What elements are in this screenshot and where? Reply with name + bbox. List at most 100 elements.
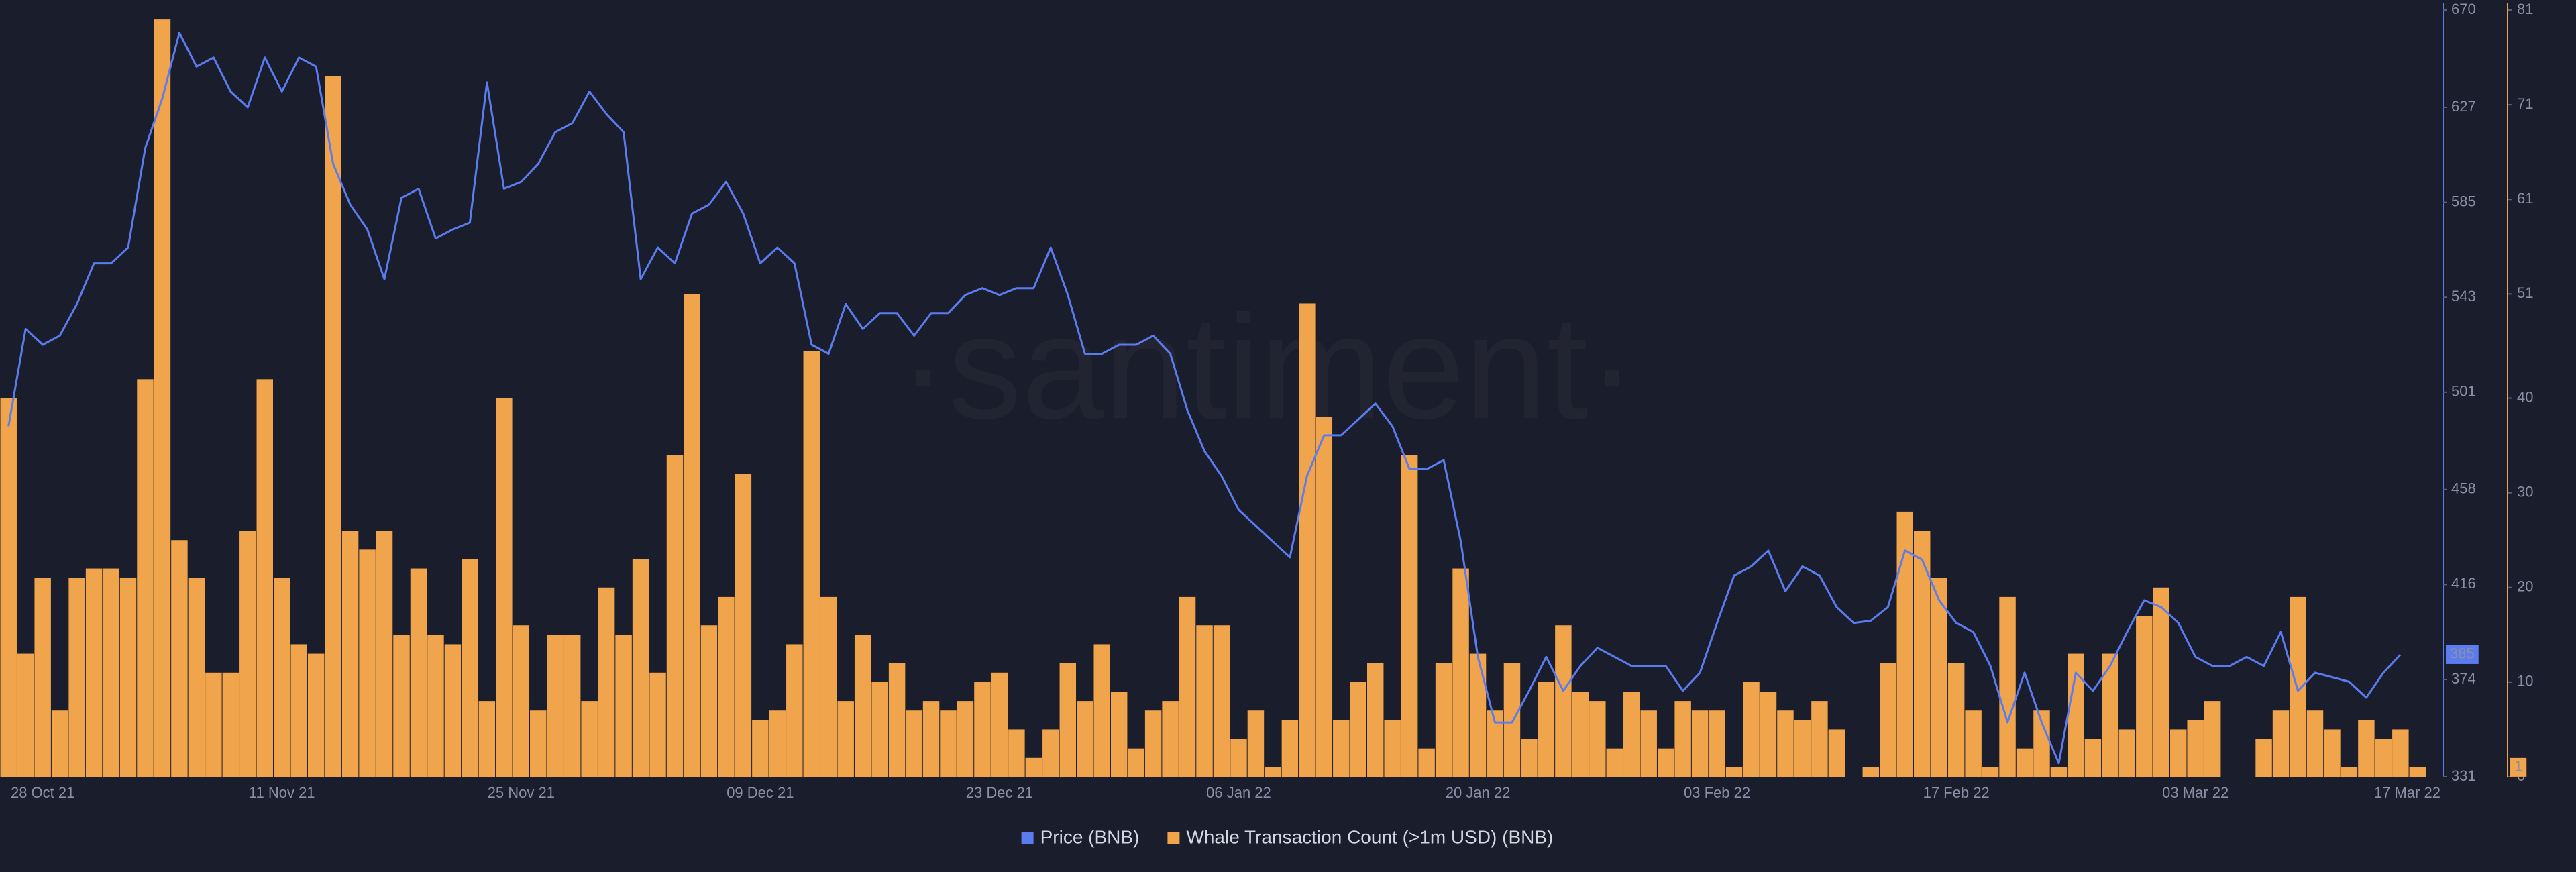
bar — [1691, 710, 1709, 777]
legend-label: Price (BNB) — [1040, 826, 1140, 847]
x-tick-label: 11 Nov 21 — [249, 784, 315, 801]
x-tick-label: 06 Jan 22 — [1206, 784, 1271, 801]
bar — [735, 474, 752, 777]
bar — [1743, 682, 1760, 777]
bar — [1366, 663, 1384, 777]
bar — [684, 294, 700, 777]
y-tick-label: 331 — [2451, 767, 2476, 784]
bar — [1965, 710, 1982, 777]
bar — [2306, 710, 2324, 777]
y2-tick-label: 81 — [2517, 1, 2533, 17]
x-tick-label: 03 Feb 22 — [1684, 784, 1750, 801]
bar — [171, 540, 188, 777]
bar — [496, 398, 513, 777]
bar — [1503, 663, 1521, 777]
bar — [1725, 767, 1743, 777]
bar — [718, 596, 735, 777]
bar — [1999, 596, 2016, 777]
bar — [188, 578, 205, 777]
y-tick-label: 585 — [2451, 193, 2476, 209]
bar — [325, 76, 341, 777]
y2-tick-label: 20 — [2517, 578, 2533, 595]
bar — [615, 635, 632, 777]
bar — [307, 653, 325, 777]
bar — [1794, 720, 1811, 777]
bar — [1401, 455, 1418, 777]
bar — [462, 559, 478, 777]
bar — [2050, 767, 2068, 777]
bar — [1828, 729, 1845, 777]
bar — [2204, 701, 2221, 777]
bar — [2409, 767, 2426, 777]
bar — [376, 531, 393, 777]
bar — [2341, 767, 2358, 777]
y-tick-label: 416 — [2451, 575, 2476, 592]
bar — [700, 625, 718, 777]
bar — [1144, 710, 1162, 777]
bar — [34, 578, 51, 777]
bar — [2272, 710, 2290, 777]
bar — [2358, 720, 2375, 777]
bar — [752, 720, 769, 777]
bar — [2170, 729, 2187, 777]
bar — [871, 682, 888, 777]
bar — [119, 578, 137, 777]
bar — [2290, 596, 2306, 777]
bar — [85, 568, 103, 777]
bar — [1333, 720, 1350, 777]
bar — [393, 635, 410, 777]
bar — [1265, 767, 1281, 777]
bar — [103, 568, 119, 777]
bar — [547, 635, 564, 777]
bar — [1896, 511, 1913, 777]
bar — [2118, 729, 2136, 777]
bar — [1572, 692, 1589, 777]
bar — [769, 710, 786, 777]
bar — [1862, 767, 1880, 777]
x-tick-label: 23 Dec 21 — [966, 784, 1033, 801]
bar — [1640, 710, 1657, 777]
bar — [922, 701, 940, 777]
bar — [564, 635, 581, 777]
x-tick-label: 20 Jan 22 — [1446, 784, 1511, 801]
bar — [1606, 748, 1623, 777]
bar — [513, 625, 530, 777]
bar — [2324, 729, 2341, 777]
bar — [273, 578, 290, 777]
bar — [2016, 748, 2033, 777]
bar — [530, 710, 547, 777]
bar — [581, 701, 598, 777]
current-value-box — [2510, 757, 2527, 777]
bar — [1469, 653, 1487, 777]
bar — [359, 549, 376, 777]
y2-tick-label: 61 — [2517, 190, 2533, 207]
bar — [854, 635, 871, 777]
bar — [205, 672, 222, 777]
y2-tick-label: 10 — [2517, 673, 2533, 690]
bar — [1947, 663, 1965, 777]
y2-tick-label: 40 — [2517, 388, 2533, 405]
bar — [1674, 701, 1691, 777]
bar — [1093, 644, 1110, 777]
current-value: 1 — [2514, 758, 2522, 775]
bar — [2153, 587, 2170, 777]
y-tick-label: 627 — [2451, 98, 2476, 115]
bar — [256, 379, 273, 777]
y2-tick-label: 71 — [2517, 95, 2533, 112]
bar — [1384, 720, 1401, 777]
bar — [1350, 682, 1366, 777]
bar — [1435, 663, 1452, 777]
legend-swatch — [1021, 832, 1034, 844]
bar — [1452, 568, 1469, 777]
bar — [1110, 692, 1128, 777]
bar — [888, 663, 906, 777]
bar — [1931, 578, 1947, 777]
bar — [1913, 531, 1931, 777]
bar — [1316, 417, 1333, 777]
bar — [1179, 596, 1196, 777]
bar — [1230, 739, 1247, 777]
bar — [410, 568, 427, 777]
bar — [1162, 701, 1179, 777]
bar — [957, 701, 974, 777]
